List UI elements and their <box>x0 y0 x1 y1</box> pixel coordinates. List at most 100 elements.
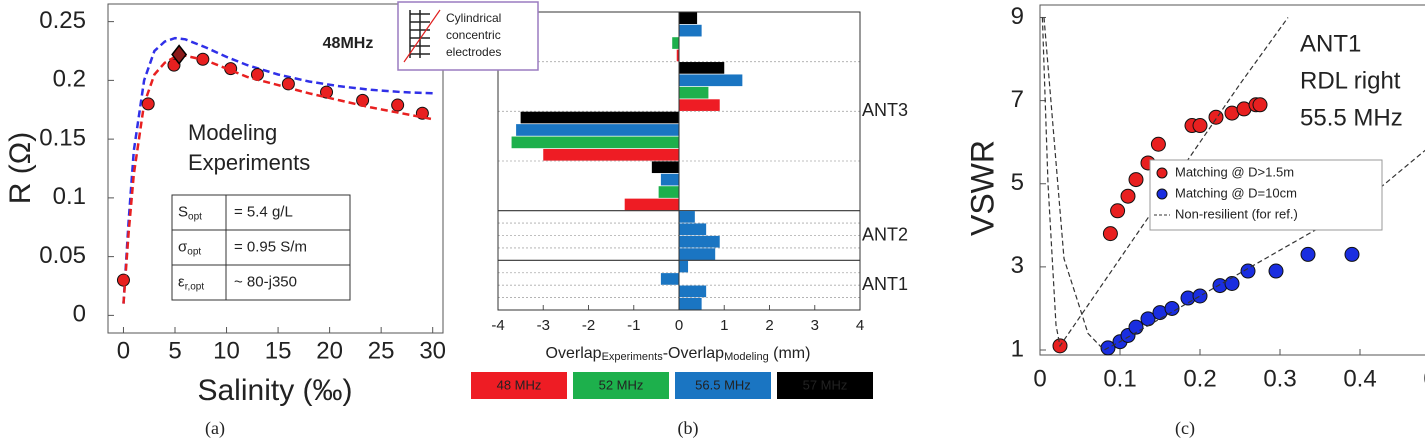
x-tick-label: 2 <box>765 317 773 334</box>
y-tick-label: 0 <box>73 301 86 328</box>
table-value: ~ 80-j350 <box>234 273 297 290</box>
bar <box>679 74 743 87</box>
x-axis-label: Salinity (‰) <box>197 374 352 407</box>
x-label-sub: Modeling <box>724 351 769 363</box>
x-label-part: -Overlap <box>663 345 724 362</box>
x-tick-label: 0.1 <box>1103 365 1136 392</box>
x-tick-label: 0.3 <box>1263 365 1296 392</box>
data-point <box>1192 288 1208 304</box>
data-point <box>1150 136 1166 152</box>
y-axis-label: R (Ω) <box>4 132 37 204</box>
y-tick-label: 7 <box>1011 86 1024 113</box>
table-symbol-sub: opt <box>188 211 202 222</box>
bar <box>651 161 679 174</box>
legend-label: 56.5 MHz <box>695 377 751 392</box>
table-symbol: εr,opt <box>178 273 204 292</box>
x-axis-label: OverlapExperiments-OverlapModeling (mm) <box>546 345 811 363</box>
bar <box>679 99 720 111</box>
bar <box>660 173 679 186</box>
annotation: 55.5 MHz <box>1300 104 1403 131</box>
bar <box>624 198 679 211</box>
legend-label: Non-resilient (for ref.) <box>1175 206 1298 221</box>
bar <box>672 37 679 49</box>
data-point <box>1128 319 1144 335</box>
y-tick-label: 0.2 <box>53 66 86 93</box>
bar <box>516 124 679 136</box>
x-tick-label: 20 <box>316 337 343 364</box>
data-line <box>1041 17 1425 351</box>
legend-swatch <box>1156 188 1168 200</box>
inset-text: concentric <box>446 28 501 42</box>
plot-frame <box>497 11 861 311</box>
bar <box>658 186 679 198</box>
x-tick-label: 30 <box>419 337 446 364</box>
bar <box>679 12 698 25</box>
data-point <box>320 85 334 99</box>
table-symbol-main: σ <box>178 238 188 255</box>
data-point <box>1120 188 1136 204</box>
data-line <box>122 54 433 304</box>
bar <box>543 148 679 161</box>
data-point <box>1268 263 1284 279</box>
x-tick-label: 0.2 <box>1183 365 1216 392</box>
x-tick-label: 0.5 <box>1423 365 1425 392</box>
y-tick-label: 1 <box>1011 335 1024 362</box>
chart-title: 48MHz <box>323 35 374 52</box>
caption: (b) <box>678 418 699 439</box>
x-tick-label: 5 <box>168 337 181 364</box>
bar <box>679 24 702 37</box>
caption: (c) <box>1175 418 1195 439</box>
y-axis-label: VSWR <box>964 140 1000 236</box>
bar <box>676 49 679 62</box>
bar <box>679 86 709 99</box>
caption: (a) <box>205 418 225 439</box>
y-tick-label: 3 <box>1011 252 1024 279</box>
plot-frame <box>1039 4 1425 356</box>
x-tick-label: -4 <box>491 317 504 334</box>
legend-swatch <box>471 372 567 399</box>
x-label-sub: Experiments <box>602 351 664 363</box>
data-point <box>391 98 405 112</box>
x-tick-label: 0 <box>675 317 683 334</box>
bar <box>679 211 695 223</box>
data-point <box>1192 118 1208 134</box>
data-point <box>167 58 181 72</box>
legend-swatch <box>777 372 873 399</box>
data-point <box>1224 276 1240 292</box>
inset-text: Cylindrical <box>446 11 501 25</box>
x-tick-label: -3 <box>537 317 550 334</box>
data-point <box>1252 97 1268 113</box>
bar <box>679 260 689 273</box>
x-tick-label: 15 <box>265 337 292 364</box>
data-point <box>116 273 130 287</box>
x-label-part: (mm) <box>769 345 811 362</box>
bar <box>679 62 725 74</box>
x-tick-label: 10 <box>213 337 240 364</box>
legend-swatch <box>1156 167 1168 179</box>
bar <box>679 285 707 298</box>
x-tick-label: 4 <box>856 317 864 334</box>
table-symbol: σopt <box>178 238 201 257</box>
table-value: = 5.4 g/L <box>234 203 293 220</box>
data-point <box>1110 203 1126 219</box>
x-tick-label: 0 <box>117 337 130 364</box>
y-tick-label: 9 <box>1011 3 1024 30</box>
bar <box>679 297 702 310</box>
y-tick-label: 0.25 <box>39 7 86 34</box>
plot-frame <box>107 3 444 334</box>
group-label: ANT1 <box>862 274 908 294</box>
x-tick-label: 1 <box>720 317 728 334</box>
legend-label: Matching @ D=10cm <box>1175 185 1297 200</box>
bar <box>520 111 679 124</box>
x-tick-label: 0.4 <box>1343 365 1376 392</box>
table-symbol: Sopt <box>178 203 202 222</box>
legend-label: Modeling <box>188 120 277 145</box>
legend-label: 52 MHz <box>599 377 644 392</box>
data-point <box>1300 246 1316 262</box>
group-label: ANT2 <box>862 224 908 244</box>
group-label: ANT3 <box>862 100 908 120</box>
bar <box>679 223 707 236</box>
table-frame <box>171 194 351 301</box>
legend-swatch <box>573 372 669 399</box>
